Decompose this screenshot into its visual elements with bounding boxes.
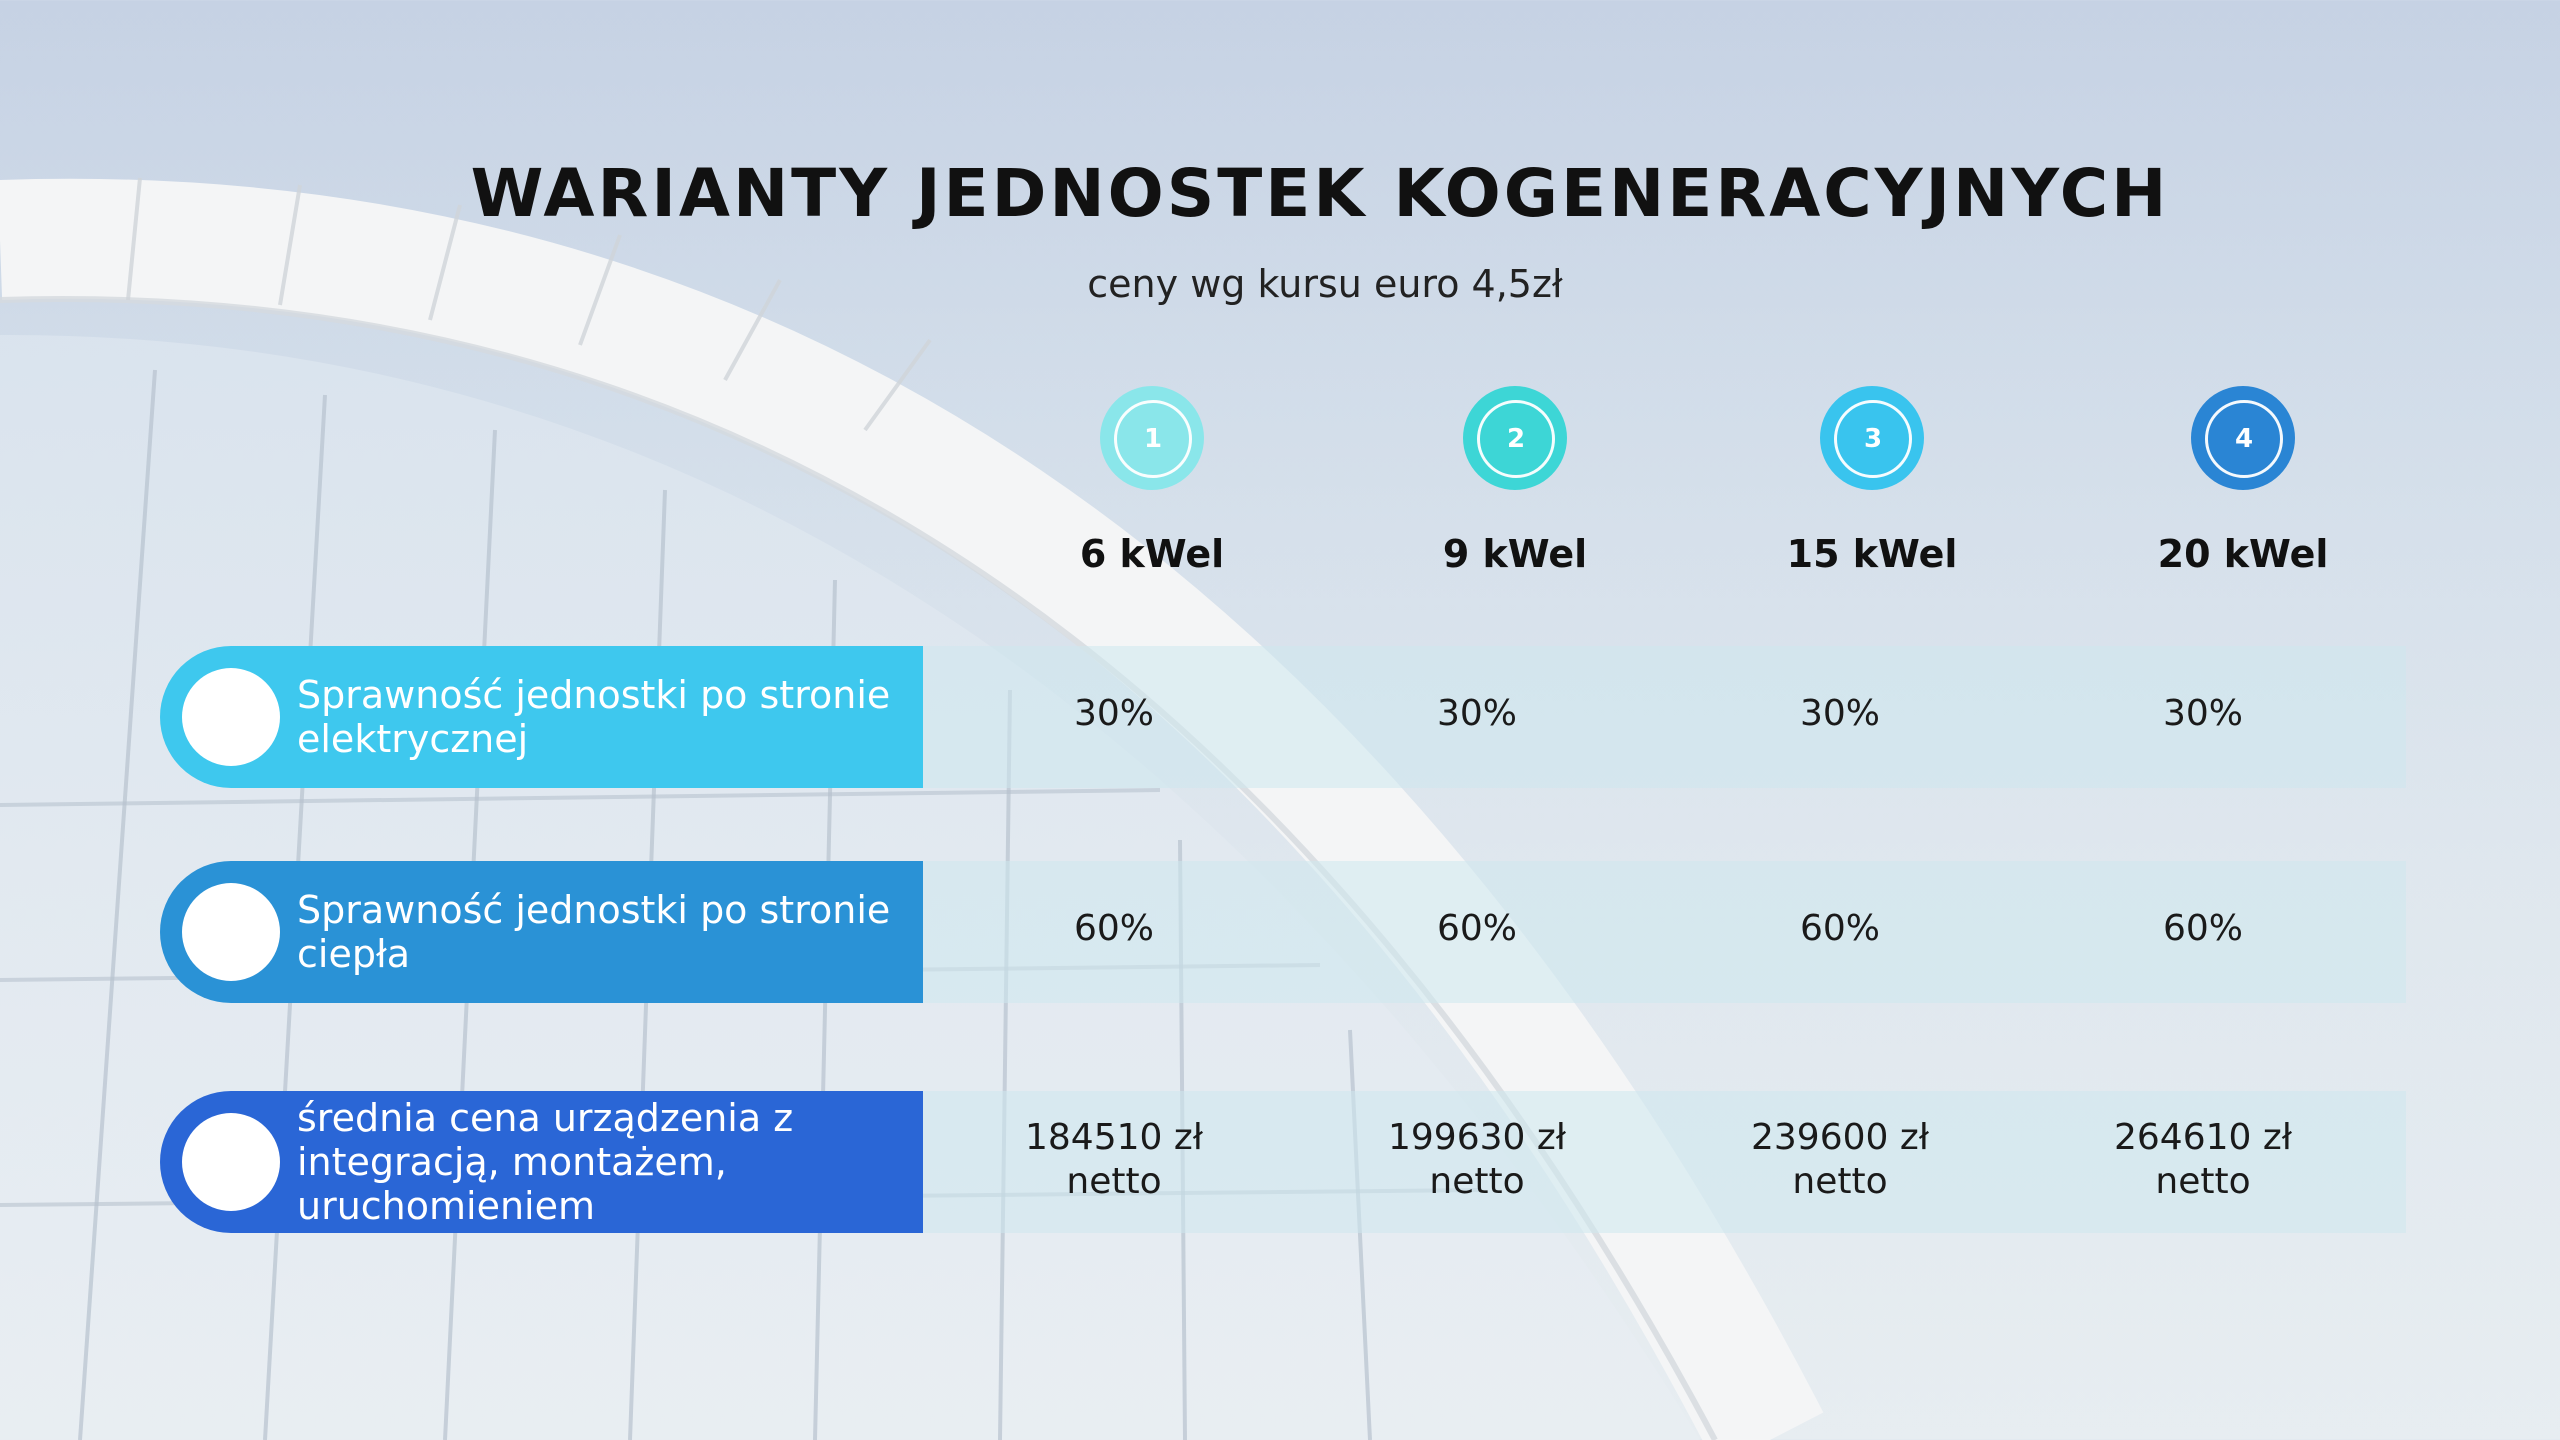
value-cell: 60% xyxy=(1436,908,1517,949)
row-label-text: Sprawność jednostki po stronie ciepła xyxy=(297,888,891,976)
row-label-text: Sprawność jednostki po stronie elektrycz… xyxy=(297,673,891,761)
row-label-heat-efficiency: Sprawność jednostki po stronie ciepła xyxy=(160,861,923,1003)
variant-column-3: 3 15 kWel xyxy=(1722,386,2022,586)
variant-number-badge: 1 xyxy=(1100,386,1204,490)
variant-number: 1 xyxy=(1114,400,1192,478)
row-dot-icon xyxy=(182,668,280,766)
variant-number-badge: 3 xyxy=(1820,386,1924,490)
row-band-average-price xyxy=(920,1091,2406,1233)
variant-power: 6 kWel xyxy=(1079,532,1225,576)
variant-power: 15 kWel xyxy=(1786,532,1958,576)
row-dot-icon xyxy=(182,883,280,981)
slide-title: WARIANTY JEDNOSTEK KOGENERACYJNYCH xyxy=(470,155,2170,232)
variant-column-4: 4 20 kWel xyxy=(2093,386,2393,586)
value-cell: 184510 zł netto xyxy=(1025,1117,1203,1202)
value-cell: 30% xyxy=(1799,693,1880,734)
value-cell: 30% xyxy=(1436,693,1517,734)
variant-column-1: 1 6 kWel xyxy=(1002,386,1302,586)
row-band-heat-efficiency xyxy=(920,861,2406,1003)
row-label-text: średnia cena urządzenia z integracją, mo… xyxy=(297,1096,794,1228)
row-dot-icon xyxy=(182,1113,280,1211)
variant-number: 2 xyxy=(1477,400,1555,478)
value-cell: 60% xyxy=(1073,908,1154,949)
value-cell: 264610 zł netto xyxy=(2114,1117,2292,1202)
value-cell: 60% xyxy=(1799,908,1880,949)
slide-subtitle: ceny wg kursu euro 4,5zł xyxy=(1087,262,1563,306)
variant-column-2: 2 9 kWel xyxy=(1365,386,1665,586)
variant-number-badge: 4 xyxy=(2191,386,2295,490)
value-cell: 60% xyxy=(2162,908,2243,949)
value-cell: 30% xyxy=(2162,693,2243,734)
value-cell: 199630 zł netto xyxy=(1388,1117,1566,1202)
variant-number-badge: 2 xyxy=(1463,386,1567,490)
row-band-electrical-efficiency xyxy=(920,646,2406,788)
variant-number: 3 xyxy=(1834,400,1912,478)
variant-power: 20 kWel xyxy=(2157,532,2329,576)
variant-power: 9 kWel xyxy=(1442,532,1588,576)
value-cell: 239600 zł netto xyxy=(1751,1117,1929,1202)
row-label-electrical-efficiency: Sprawność jednostki po stronie elektrycz… xyxy=(160,646,923,788)
value-cell: 30% xyxy=(1073,693,1154,734)
row-label-average-price: średnia cena urządzenia z integracją, mo… xyxy=(160,1091,923,1233)
variant-number: 4 xyxy=(2205,400,2283,478)
